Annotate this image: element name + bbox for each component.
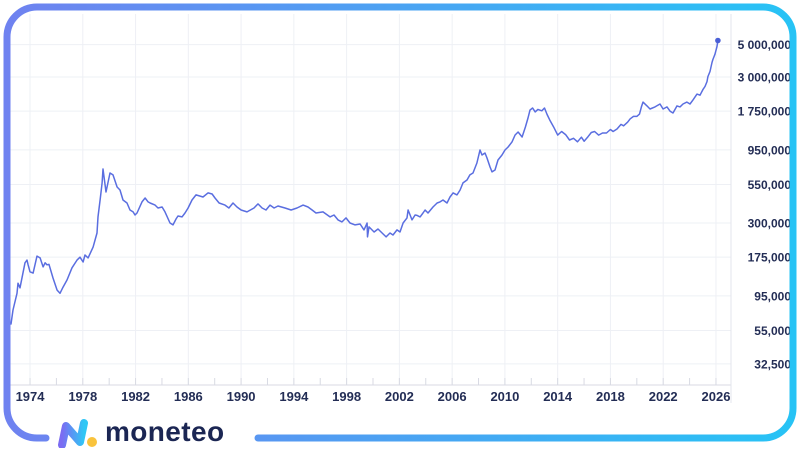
chart-axis-labels: 32,500 55,000 95,000 175,000 300,000 550,000 9…: [16, 38, 792, 404]
x-axis-label: 1982: [121, 389, 150, 404]
x-axis-label: 1994: [279, 389, 309, 404]
latest-point-marker: [715, 37, 721, 44]
y-axis-label: 550,000: [748, 178, 792, 192]
x-axis-label: 1986: [174, 389, 203, 404]
x-axis-label: 1974: [16, 389, 46, 404]
x-axis-label: 1978: [68, 389, 97, 404]
y-axis-label: 175,000: [748, 251, 792, 265]
logo-zigzag-mark: [58, 419, 88, 448]
moneteo-logo-text: moneteo: [105, 416, 225, 447]
price-series-line: [10, 39, 719, 325]
y-axis-label: 300,000: [748, 216, 792, 230]
x-axis-label: 2002: [385, 389, 414, 404]
y-axis-label: 5 000,000: [738, 38, 792, 52]
y-axis-label: 950,000: [748, 143, 792, 157]
card-border-stroke: [3, 3, 797, 442]
moneteo-logo-icon: [58, 419, 97, 448]
y-axis-label: 1 750,000: [738, 105, 792, 119]
x-axis-label: 2014: [543, 389, 573, 404]
logo-gold-dot: [87, 437, 97, 447]
chart-axes: [7, 14, 732, 403]
x-axis-label: 2026: [702, 389, 731, 404]
x-axis-label: 2018: [596, 389, 625, 404]
y-axis-label: 32,500: [754, 357, 791, 371]
x-axis-label: 2022: [649, 389, 678, 404]
moneteo-logo: moneteo: [57, 415, 224, 449]
x-axis-label: 2010: [490, 389, 519, 404]
y-axis-label: 55,000: [754, 324, 791, 338]
chart-gridlines: [8, 14, 731, 385]
y-axis-label: 3 000,000: [738, 70, 792, 84]
x-axis-label: 2006: [438, 389, 467, 404]
y-axis-label: 95,000: [754, 289, 791, 303]
x-axis-label: 1990: [227, 389, 256, 404]
x-axis-label: 1998: [332, 389, 361, 404]
